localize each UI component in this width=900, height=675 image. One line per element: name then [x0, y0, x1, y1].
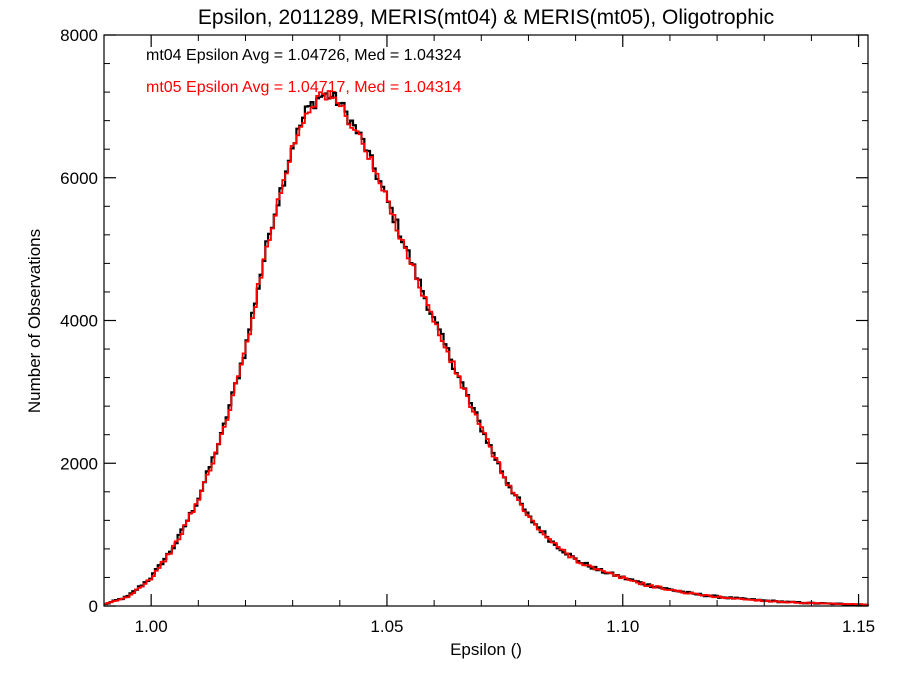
ticks-layer: 1.00 1.05 1.10 1.15 0 2000 4000 6000 8000: [60, 26, 875, 636]
y-tick-label-4: 8000: [60, 26, 98, 45]
x-tick-label-3: 1.15: [842, 617, 875, 636]
chart-title: Epsilon, 2011289, MERIS(mt04) & MERIS(mt…: [198, 6, 774, 29]
annotation-mt04-stats: mt04 Epsilon Avg = 1.04726, Med = 1.0432…: [146, 47, 462, 64]
plot-frame: [103, 34, 869, 607]
series-line-0: [104, 91, 870, 606]
annotation-mt05-stats: mt05 Epsilon Avg = 1.04717, Med = 1.0431…: [146, 79, 462, 96]
y-tick-label-0: 0: [89, 597, 98, 616]
y-tick-label-1: 2000: [60, 454, 98, 473]
y-axis-label: Number of Observations: [25, 229, 44, 413]
y-tick-label-3: 6000: [60, 169, 98, 188]
x-tick-label-0: 1.00: [135, 617, 168, 636]
series-layer: [104, 90, 870, 606]
series-line-1: [104, 90, 869, 606]
x-tick-label-2: 1.10: [606, 617, 639, 636]
y-tick-label-2: 4000: [60, 312, 98, 331]
x-axis-label: Epsilon (): [450, 640, 522, 659]
x-tick-label-1: 1.05: [370, 617, 403, 636]
